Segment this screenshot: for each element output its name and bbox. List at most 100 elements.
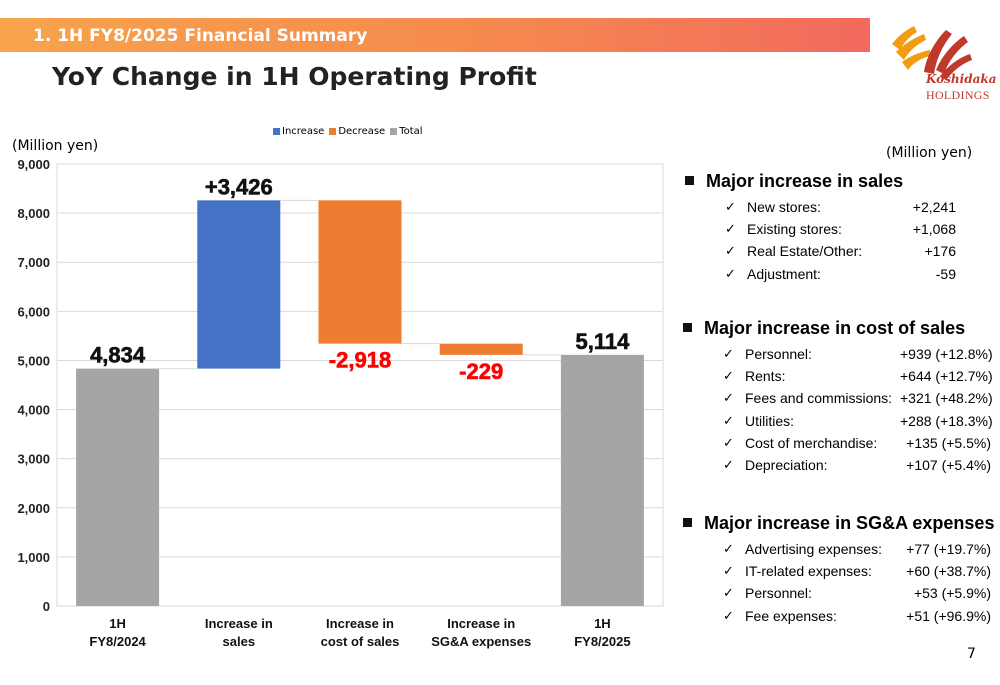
bar-total	[76, 368, 160, 606]
checkmark-icon: ✓	[725, 221, 736, 237]
chart-legend: Increase Decrease Total	[273, 126, 428, 137]
y-tick-label: 3,000	[17, 452, 50, 467]
section-heading: Major increase in cost of sales	[683, 318, 991, 339]
detail-section: Major increase in sales ✓ New stores: +2,24…	[685, 171, 956, 285]
y-tick-label: 5,000	[17, 353, 50, 368]
detail-row: ✓ New stores: +2,241	[725, 196, 956, 218]
detail-row: ✓ Fees and commissions: +321 (+48.2%)	[723, 387, 993, 409]
y-tick-label: 6,000	[17, 304, 50, 319]
row-value: +2,241	[912, 199, 956, 216]
detail-row: ✓ IT-related expenses: +60 (+38.7%)	[723, 560, 994, 582]
checkmark-icon: ✓	[725, 199, 736, 215]
checkmark-icon: ✓	[723, 346, 734, 362]
y-tick-label: 9,000	[17, 157, 50, 172]
x-category-label: 1H	[594, 616, 611, 631]
data-label: 5,114	[575, 329, 630, 354]
logo-subtext: HOLDINGS	[926, 88, 990, 102]
detail-row: ✓ Cost of merchandise: +135 (+5.5%)	[723, 432, 991, 454]
row-label: Adjustment:	[747, 265, 821, 282]
detail-row: ✓ Utilities: +288 (+18.3%)	[723, 410, 993, 432]
row-label: New stores:	[747, 199, 821, 216]
x-category-label: sales	[223, 634, 256, 649]
bullet-square-icon	[683, 322, 692, 332]
x-category-label: FY8/2024	[89, 634, 146, 649]
x-category-label: Increase in	[205, 616, 273, 631]
section-heading: Major increase in SG&A expenses	[683, 513, 994, 534]
row-value: +644 (+12.7%)	[900, 368, 993, 385]
row-label: Advertising expenses:	[745, 541, 882, 558]
checkmark-icon: ✓	[723, 585, 734, 601]
row-value: +107 (+5.4%)	[906, 457, 991, 474]
detail-row: ✓ Rents: +644 (+12.7%)	[723, 365, 993, 387]
bullet-square-icon	[685, 175, 694, 185]
row-label: Existing stores:	[747, 221, 842, 238]
row-value: +1,068	[912, 221, 956, 238]
row-value: +135 (+5.5%)	[906, 434, 991, 451]
x-category-label: cost of sales	[321, 634, 400, 649]
bullet-square-icon	[683, 517, 692, 527]
row-label: Real Estate/Other:	[747, 243, 863, 260]
detail-row: ✓ Adjustment: -59	[725, 263, 956, 285]
data-label: +3,426	[205, 174, 273, 199]
page-number: 7	[967, 646, 976, 662]
x-category-label: FY8/2025	[574, 634, 630, 649]
detail-row: ✓ Advertising expenses: +77 (+19.7%)	[723, 538, 994, 560]
y-tick-label: 8,000	[17, 206, 50, 221]
y-tick-label: 0	[43, 599, 50, 614]
legend-item-increase: Increase	[273, 126, 324, 137]
bar-total	[560, 354, 644, 606]
legend-item-total: Total	[390, 126, 423, 137]
row-label: Cost of merchandise:	[745, 434, 878, 451]
checkmark-icon: ✓	[723, 390, 734, 406]
checkmark-icon: ✓	[723, 412, 734, 428]
row-label: Personnel:	[745, 585, 812, 602]
row-value: +288 (+18.3%)	[900, 412, 993, 429]
detail-section: Major increase in cost of sales ✓ Personne…	[683, 318, 993, 476]
y-tick-label: 4,000	[17, 403, 50, 418]
checkmark-icon: ✓	[723, 607, 734, 623]
x-category-label: Increase in	[326, 616, 394, 631]
section-banner	[0, 18, 870, 52]
y-tick-label: 1,000	[17, 550, 50, 565]
data-label: -229	[459, 359, 503, 384]
row-value: +77 (+19.7%)	[906, 541, 991, 558]
row-label: Rents:	[745, 368, 786, 385]
row-value: +939 (+12.8%)	[900, 346, 993, 363]
checkmark-icon: ✓	[723, 563, 734, 579]
checkmark-icon: ✓	[723, 434, 734, 450]
koshidaka-logo-icon	[892, 26, 972, 80]
y-tick-label: 7,000	[17, 255, 50, 270]
y-tick-label: 2,000	[17, 501, 50, 516]
checkmark-icon: ✓	[725, 265, 736, 281]
legend-item-decrease: Decrease	[329, 126, 385, 137]
checkmark-icon: ✓	[723, 368, 734, 384]
detail-row: ✓ Personnel: +939 (+12.8%)	[723, 343, 993, 365]
row-value: -59	[935, 265, 956, 282]
section-heading: Major increase in sales	[685, 171, 956, 192]
row-value: +51 (+96.9%)	[906, 607, 991, 624]
row-label: Fee expenses:	[745, 607, 837, 624]
bar-decrease	[318, 200, 402, 344]
chart-unit-label: (Million yen)	[12, 138, 99, 154]
row-label: Depreciation:	[745, 457, 828, 474]
section-title: 1. 1H FY8/2025 Financial Summary	[33, 26, 368, 46]
logo-wordmark: Koshidaka	[926, 72, 997, 86]
detail-unit-label: (Million yen)	[886, 145, 973, 161]
row-label: Personnel:	[745, 346, 812, 363]
row-value: +176	[924, 243, 956, 260]
detail-row: ✓ Depreciation: +107 (+5.4%)	[723, 454, 991, 476]
checkmark-icon: ✓	[725, 243, 736, 259]
detail-row: ✓ Existing stores: +1,068	[725, 218, 956, 240]
row-label: Fees and commissions:	[745, 390, 893, 407]
row-value: +53 (+5.9%)	[913, 585, 991, 602]
waterfall-chart: 0 1,000 2,000 3,000 4,000 5,000 6,000 7,000 8,00…	[17, 157, 664, 649]
data-label: 4,834	[90, 343, 146, 368]
x-category-label: 1H	[109, 616, 126, 631]
row-label: Utilities:	[745, 412, 795, 429]
checkmark-icon: ✓	[723, 457, 734, 473]
bar-increase	[197, 200, 281, 369]
row-value: +60 (+38.7%)	[906, 563, 991, 580]
row-label: IT-related expenses:	[745, 563, 872, 580]
detail-row: ✓ Real Estate/Other: +176	[725, 240, 956, 262]
checkmark-icon: ✓	[723, 541, 734, 557]
